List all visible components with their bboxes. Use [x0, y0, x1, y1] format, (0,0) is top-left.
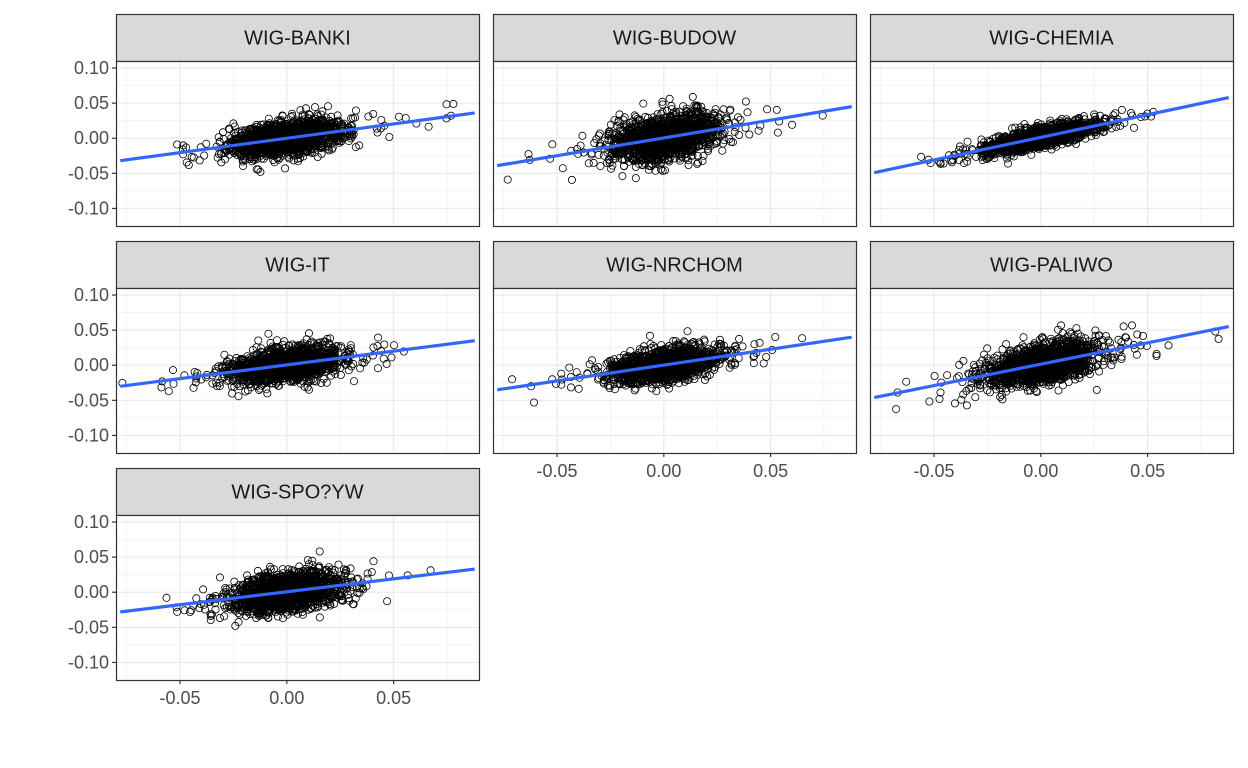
data-point: [424, 122, 433, 131]
facet-strip-label: WIG-IT: [265, 255, 329, 277]
facet-strip-label: WIG-CHEMIA: [989, 28, 1114, 50]
facet-strip-label: WIG-BUDOW: [613, 28, 736, 50]
facet-strip: [115, 13, 481, 63]
data-point: [238, 157, 247, 166]
data-point: [257, 120, 266, 129]
facet-panel: WIG-CHEMIA: [869, 13, 1235, 228]
data-point: [351, 143, 360, 152]
data-point: [187, 152, 196, 161]
data-point: [217, 149, 226, 158]
facet-panels: WIG-BANKI -0.10 -0.05 0.00 0.05 0.10 WIG-BUDOW…: [68, 13, 1235, 708]
data-point: [347, 114, 356, 123]
data-point: [195, 156, 204, 165]
facet-panel: WIG-BANKI -0.10 -0.05 0.00 0.05 0.10: [68, 13, 481, 228]
y-tick-label: 0.10: [74, 58, 109, 78]
data-point: [224, 124, 233, 133]
data-point: [218, 128, 227, 137]
data-point: [182, 158, 191, 167]
data-point: [184, 160, 193, 169]
data-point: [313, 152, 322, 161]
data-point: [333, 111, 342, 120]
data-point: [179, 141, 188, 150]
data-point: [270, 158, 279, 167]
data-point: [237, 126, 246, 135]
data-point: [328, 138, 337, 147]
data-point: [173, 140, 182, 149]
data-point: [202, 139, 211, 148]
data-point: [334, 116, 343, 125]
y-tick-label: -0.05: [68, 163, 109, 183]
data-point: [200, 151, 209, 160]
facet-strip-label: WIG-BANKI: [244, 28, 351, 50]
data-point: [281, 164, 290, 173]
facet-panel: WIG-IT-0.10-0.050.000.050.10: [68, 240, 481, 455]
y-tick-label: 0.05: [74, 93, 109, 113]
y-tick-label: -0.10: [68, 198, 109, 218]
data-points: [173, 99, 458, 176]
facet-panel: WIG-BUDOW: [492, 13, 858, 228]
data-point: [364, 112, 373, 121]
data-point: [369, 110, 378, 119]
y-tick-label: 0.00: [74, 128, 109, 148]
